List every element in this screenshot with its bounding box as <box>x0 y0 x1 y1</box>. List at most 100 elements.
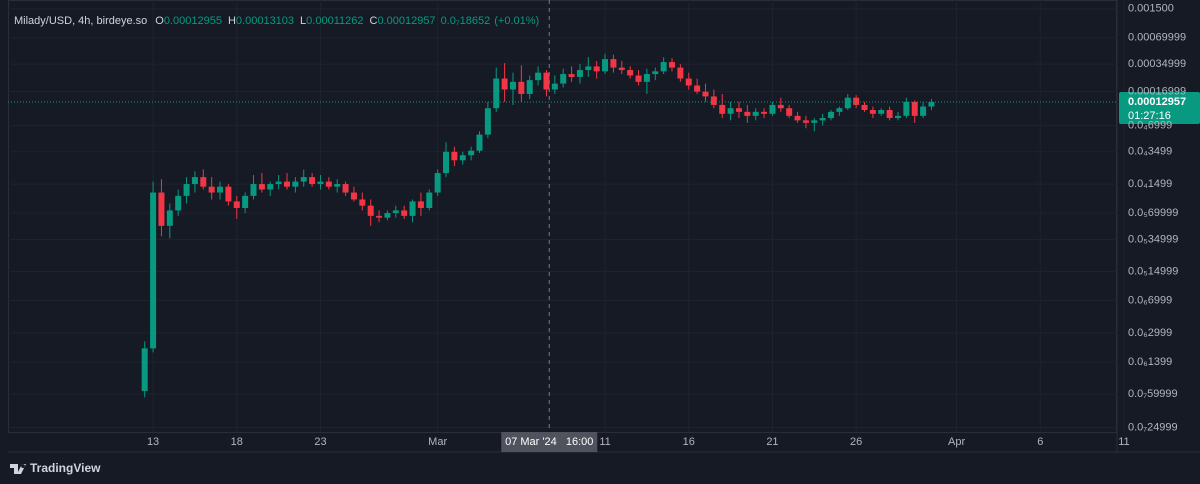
candle-body <box>694 85 701 92</box>
candle-body <box>476 134 483 151</box>
candle-body <box>317 181 324 185</box>
candle-body <box>685 78 692 86</box>
candle-body <box>535 72 542 81</box>
ohlc-key: L <box>300 15 306 27</box>
candle-body <box>233 201 240 208</box>
candle-body <box>878 109 885 114</box>
candle-body <box>384 213 391 218</box>
x-tick-label: 11 <box>1118 436 1129 448</box>
candle-body <box>677 67 684 79</box>
candle-body <box>283 181 290 187</box>
candle-body <box>727 108 734 114</box>
grid <box>8 0 1125 432</box>
candle-body <box>409 201 416 216</box>
candle-body <box>786 108 793 116</box>
candle-body <box>325 181 332 187</box>
candle-body <box>861 104 868 110</box>
candle-body <box>560 74 567 84</box>
candle-body <box>669 62 676 68</box>
y-tick-label: 0.0₆2999 <box>1128 327 1172 339</box>
candle-body <box>518 81 525 94</box>
candle-body <box>911 101 918 116</box>
candle-body <box>300 177 307 182</box>
x-tick-label: 13 <box>147 436 159 448</box>
x-tick-label: 21 <box>766 436 778 448</box>
candle-body <box>250 184 257 196</box>
ohlc-value: 0.00013103 <box>236 15 294 27</box>
change: 0.0₇18652 <box>441 15 491 27</box>
y-tick-label: 0.0₄6999 <box>1128 119 1172 131</box>
candle-body <box>158 192 165 226</box>
candle-body <box>526 80 533 94</box>
candle-body <box>920 106 927 116</box>
candle-body <box>225 186 232 202</box>
ohlc-key: C <box>369 15 377 27</box>
symbol: Milady/USD, 4h, birdeye.so <box>14 15 147 27</box>
candle-body <box>417 201 424 208</box>
x-tick-label: 11 <box>599 436 610 448</box>
candle-body <box>903 101 910 116</box>
y-tick-label: 0.001500 <box>1128 3 1174 15</box>
brand: TradingView <box>30 461 101 475</box>
candle-body <box>794 115 801 121</box>
candle-body <box>568 74 575 77</box>
y-tick-label: 0.0₅34999 <box>1128 233 1178 245</box>
candle-body <box>459 155 466 161</box>
candle-body <box>853 97 860 105</box>
candle-body <box>191 177 198 185</box>
candle-body <box>434 173 441 193</box>
candles <box>141 53 935 398</box>
candle-body <box>392 210 399 214</box>
candle-body <box>468 150 475 156</box>
candle-body <box>451 151 458 161</box>
candle-body <box>217 186 224 193</box>
candle-body <box>359 199 366 206</box>
ohlc-value: 0.00012955 <box>164 15 222 27</box>
candle-body <box>551 83 558 90</box>
axes: 0.0015000.000699990.000349990.000169990.… <box>147 3 1186 448</box>
candle-body <box>928 101 935 107</box>
x-tick-label: 16 <box>683 436 695 448</box>
countdown-label: 01:27:16 <box>1128 110 1171 122</box>
candle-body <box>350 192 357 200</box>
candle-body <box>401 210 408 216</box>
ohlc-key: O <box>155 15 164 27</box>
candle-body <box>576 70 583 77</box>
candle-body <box>761 111 768 114</box>
candle-body <box>844 97 851 109</box>
x-tick-label: 26 <box>850 436 862 448</box>
candle-body <box>443 151 450 174</box>
candle-body <box>802 120 809 123</box>
x-tick-label: Mar <box>428 436 447 448</box>
candle-body <box>334 184 341 187</box>
candle-body <box>735 108 742 112</box>
candle-body <box>242 195 249 208</box>
y-tick-label: 0.0₆1399 <box>1128 356 1172 368</box>
crosshair-box <box>501 432 598 452</box>
y-tick-label: 0.0₆6999 <box>1128 295 1172 307</box>
legend-header: Milady/USD, 4h, birdeye.so O0.00012955 H0.… <box>14 15 539 27</box>
candle-body <box>869 109 876 114</box>
candle-body <box>183 184 190 196</box>
candle-body <box>819 118 826 121</box>
candle-body <box>618 67 625 71</box>
candle-body <box>828 111 835 119</box>
candle-body <box>175 195 182 211</box>
candle-body <box>208 186 215 193</box>
candle-body <box>493 78 500 109</box>
candle-body <box>258 184 265 190</box>
y-tick-label: 0.0₅14999 <box>1128 266 1178 278</box>
y-tick-label: 0.0₇24999 <box>1128 421 1178 433</box>
x-tick-label: 6 <box>1037 436 1043 448</box>
candle-body <box>585 66 592 71</box>
candle-body <box>777 104 784 109</box>
candle-body <box>484 108 491 135</box>
candle-body <box>811 120 818 123</box>
candle-body <box>702 91 709 97</box>
y-tick-label: 0.0₅69999 <box>1128 207 1178 219</box>
change-pct: (+0.01%) <box>494 15 539 27</box>
candle-body <box>292 181 299 187</box>
candle-body <box>593 66 600 72</box>
candle-body <box>602 59 609 72</box>
